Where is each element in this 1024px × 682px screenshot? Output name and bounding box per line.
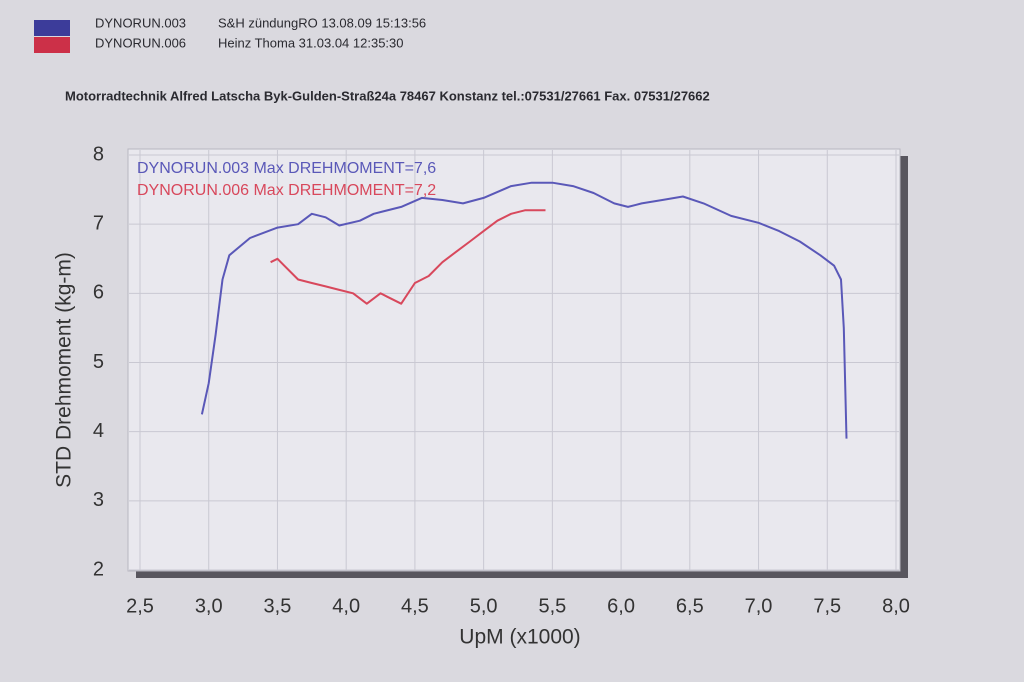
header-name: DYNORUN.003: [95, 15, 186, 30]
header-info: S&H zündungRO 13.08.09 15:13:56: [218, 15, 426, 30]
y-tick-label: 6: [93, 282, 104, 304]
x-axis-label: UpM (x1000): [459, 626, 580, 649]
swatch-blue: [34, 20, 70, 36]
y-axis-label: STD Drehmoment (kg-m): [53, 252, 76, 488]
x-tick-label: 4,5: [401, 595, 429, 617]
annotation: DYNORUN.003 Max DREHMOMENT=7,6: [137, 160, 436, 177]
annotation: DYNORUN.006 Max DREHMOMENT=7,2: [137, 182, 436, 199]
series-line: [270, 209, 546, 305]
x-tick-label: 6,5: [676, 595, 704, 617]
subtitle: Motorradtechnik Alfred Latscha Byk-Gulde…: [65, 88, 710, 103]
y-tick-label: 7: [93, 212, 104, 234]
y-tick-label: 8: [93, 143, 104, 165]
x-tick-label: 8,0: [882, 595, 910, 617]
x-tick-label: 7,5: [813, 595, 841, 617]
x-tick-label: 3,5: [264, 595, 292, 617]
series-line: [200, 181, 848, 439]
y-tick-label: 5: [93, 351, 104, 373]
x-tick-label: 2,5: [126, 595, 154, 617]
x-tick-label: 3,0: [195, 595, 223, 617]
x-tick-label: 6,0: [607, 595, 635, 617]
y-tick-label: 4: [93, 420, 104, 442]
x-tick-label: 4,0: [332, 595, 360, 617]
x-tick-label: 5,0: [470, 595, 498, 617]
y-tick-label: 3: [93, 489, 104, 511]
header-info: Heinz Thoma 31.03.04 12:35:30: [218, 35, 404, 50]
header-name: DYNORUN.006: [95, 35, 186, 50]
x-tick-label: 7,0: [745, 595, 773, 617]
swatch-red: [34, 37, 70, 53]
x-tick-label: 5,5: [538, 595, 566, 617]
y-tick-label: 2: [93, 558, 104, 580]
